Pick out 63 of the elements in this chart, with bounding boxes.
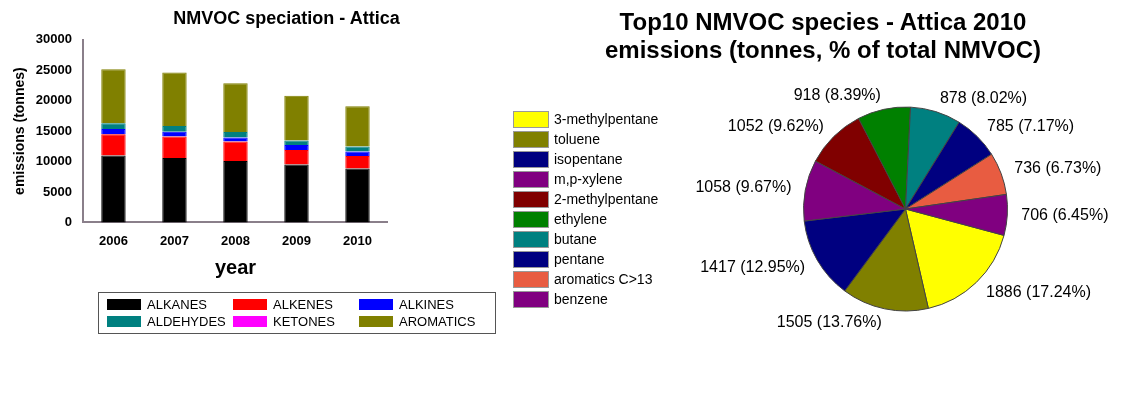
bar bbox=[345, 168, 370, 223]
y-tick-label: 25000 bbox=[35, 61, 72, 77]
bar bbox=[284, 149, 309, 165]
legend-label: ALKANES bbox=[147, 297, 207, 312]
bar bbox=[162, 72, 187, 127]
bar bbox=[162, 157, 187, 223]
legend-label: butane bbox=[554, 231, 597, 247]
data-label: 1052 (9.62%) bbox=[727, 116, 824, 134]
x-tick-label: 2010 bbox=[343, 232, 372, 248]
legend-label: 3-methylpentane bbox=[554, 111, 659, 127]
bar bbox=[284, 145, 309, 150]
chart-title: Top10 NMVOC species - Attica 2010 emissions (tonnes, % of total NMVOC) bbox=[604, 8, 1042, 64]
x-axis-title: year bbox=[214, 255, 257, 278]
x-tick-label: 2007 bbox=[160, 232, 189, 248]
bar bbox=[101, 155, 126, 223]
data-label: 736 (6.73%) bbox=[1014, 159, 1102, 177]
data-label: 706 (6.45%) bbox=[1021, 206, 1109, 224]
data-label: 1058 (9.67%) bbox=[695, 178, 792, 196]
legend-label: ethylene bbox=[554, 211, 607, 227]
legend-label: aromatics C>13 bbox=[554, 271, 653, 287]
legend-label: AROMATICS bbox=[399, 314, 476, 329]
legend-label: ALKINES bbox=[399, 297, 454, 312]
x-tick-label: 2008 bbox=[221, 232, 250, 248]
bar bbox=[223, 132, 248, 138]
bar bbox=[345, 106, 370, 147]
x-tick-label: 2006 bbox=[98, 232, 128, 248]
data-label: 1505 (13.76%) bbox=[776, 312, 882, 330]
legend-label: m,p-xylene bbox=[554, 171, 623, 187]
data-label: 1417 (12.95%) bbox=[700, 257, 806, 275]
bar bbox=[223, 83, 248, 133]
bar bbox=[162, 136, 187, 158]
data-label: 918 (8.39%) bbox=[793, 86, 881, 104]
legend-label: ALKENES bbox=[273, 297, 333, 312]
legend-label: benzene bbox=[554, 291, 608, 307]
y-axis-title: emissions (tonnes) bbox=[11, 67, 28, 195]
legend-label: isopentane bbox=[554, 151, 623, 167]
chart-title: NMVOC speciation - Attica bbox=[172, 8, 401, 29]
bar bbox=[223, 141, 248, 161]
y-tick-label: 10000 bbox=[35, 153, 72, 169]
y-tick-label: 5000 bbox=[43, 183, 72, 199]
data-label: 785 (7.17%) bbox=[987, 116, 1075, 134]
bar bbox=[101, 123, 126, 129]
y-tick-label: 20000 bbox=[35, 92, 72, 108]
bar bbox=[345, 156, 370, 169]
bar bbox=[101, 128, 126, 135]
legend-label: toluene bbox=[554, 131, 600, 147]
legend-label: ALDEHYDES bbox=[147, 314, 226, 329]
legend-label: pentane bbox=[554, 251, 605, 267]
y-tick-label: 15000 bbox=[35, 122, 72, 138]
bar bbox=[101, 134, 126, 156]
bar bbox=[223, 160, 248, 223]
legend-label: 2-methylpentane bbox=[554, 191, 659, 207]
bar bbox=[284, 164, 309, 223]
y-tick-label: 30000 bbox=[35, 31, 72, 47]
legend-label: KETONES bbox=[273, 314, 335, 329]
x-tick-label: 2009 bbox=[282, 232, 311, 248]
data-label: 1886 (17.24%) bbox=[986, 282, 1092, 300]
data-label: 878 (8.02%) bbox=[939, 88, 1028, 106]
bar bbox=[223, 137, 248, 142]
bar bbox=[284, 95, 309, 141]
y-tick-label: 0 bbox=[64, 213, 72, 229]
bar bbox=[101, 69, 126, 124]
bar bbox=[345, 151, 370, 157]
